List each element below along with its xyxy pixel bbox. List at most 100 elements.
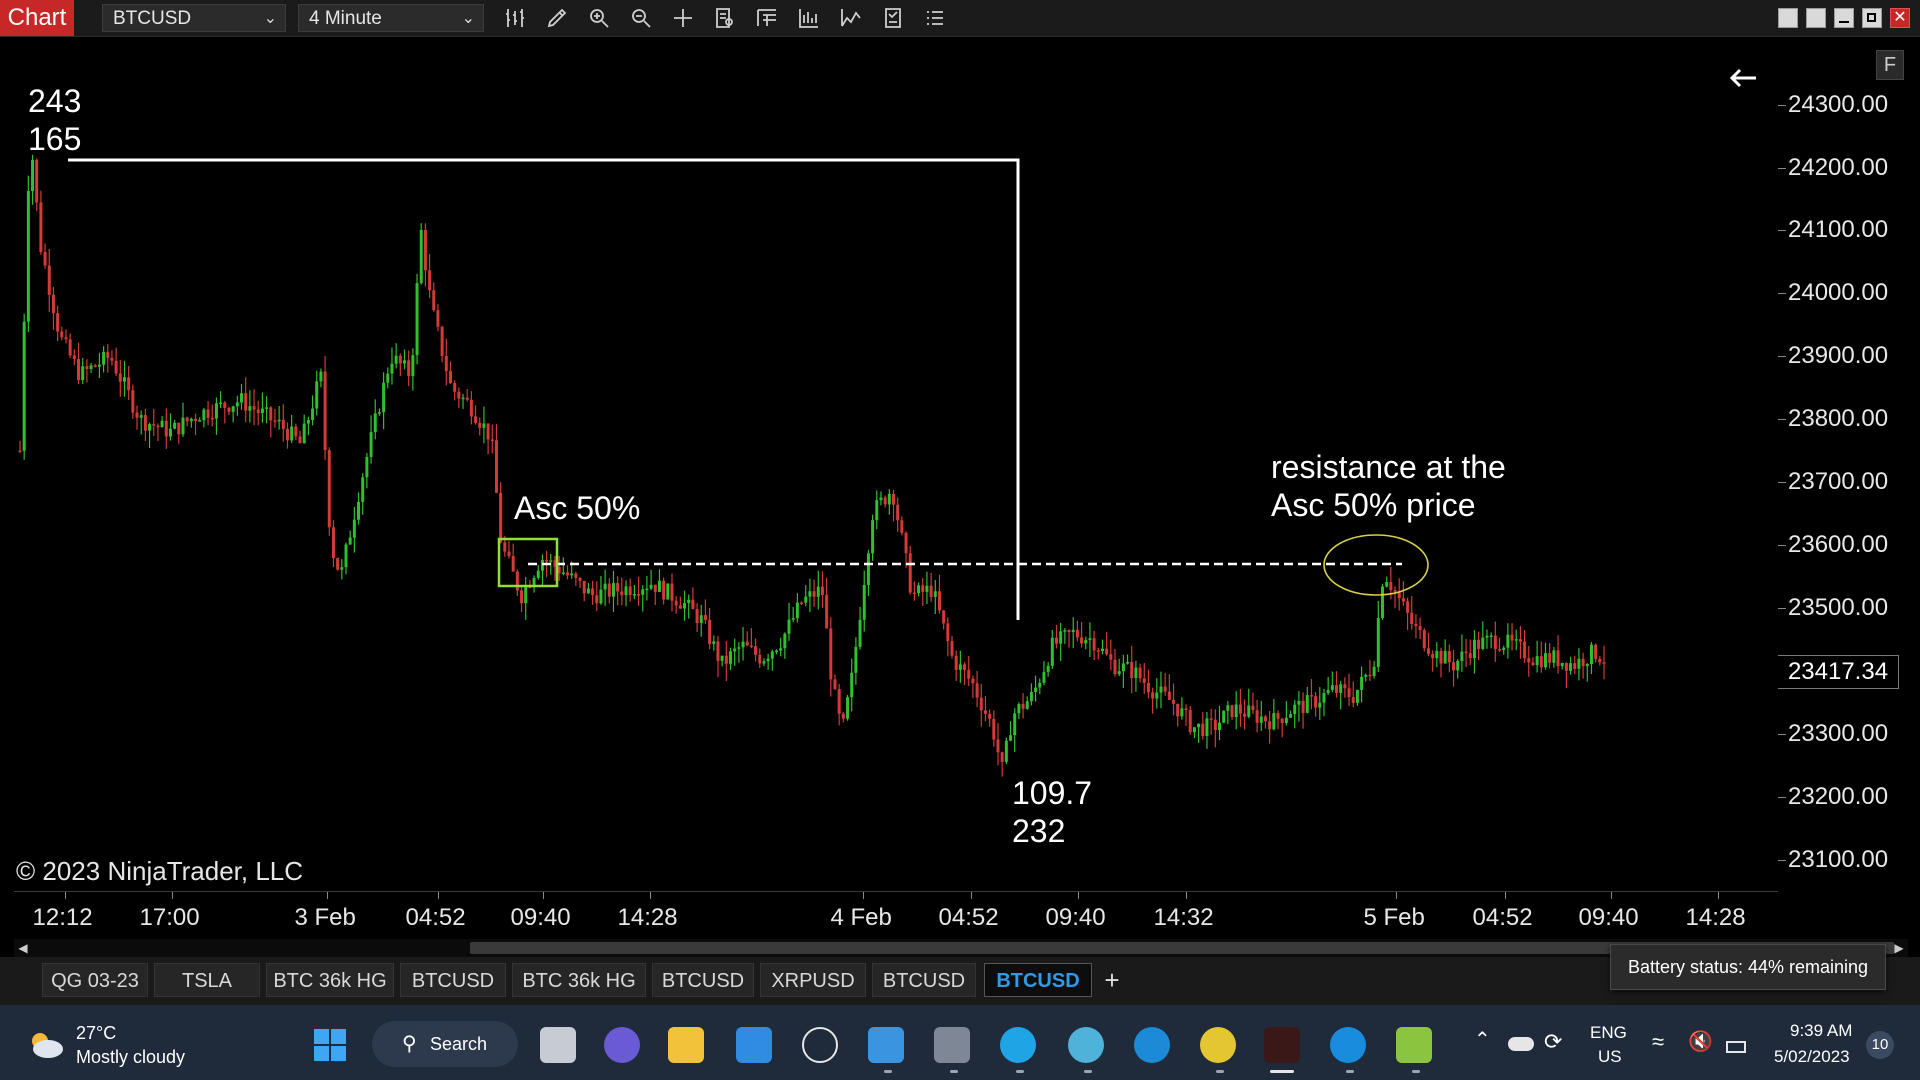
chevron-up-icon[interactable]: ⌃ — [1474, 1029, 1491, 1051]
candle-body — [177, 422, 181, 435]
language-code[interactable]: ENG — [1590, 1023, 1627, 1042]
scroll-right-icon[interactable]: ▶ — [1894, 941, 1904, 955]
weather-app-icon[interactable] — [1330, 1027, 1366, 1063]
close-button[interactable]: ✕ — [1890, 8, 1910, 28]
candle-body — [946, 623, 950, 642]
green-app-icon[interactable] — [1396, 1027, 1432, 1063]
bar-type-icon[interactable] — [503, 6, 527, 30]
candle-body — [386, 373, 390, 383]
f-badge[interactable]: F — [1876, 50, 1904, 80]
back-arrow-icon[interactable] — [1726, 60, 1762, 96]
sync-icon[interactable]: ⟳ — [1544, 1029, 1563, 1054]
clock-date[interactable]: 5/02/2023 — [1774, 1047, 1850, 1066]
chart-tab-active[interactable]: BTCUSD — [984, 963, 1092, 997]
microsoft-store-icon[interactable] — [736, 1027, 772, 1063]
price-tick-label: 24200.00 — [1788, 153, 1889, 181]
high-range-line-1: 243 — [28, 83, 82, 119]
price-tick — [1778, 230, 1786, 232]
battery-tooltip: Battery status: 44% remaining — [1610, 944, 1886, 990]
chart-tab-item[interactable]: BTC 36k HG — [266, 963, 394, 997]
clock-time[interactable]: 9:39 AM — [1790, 1021, 1853, 1040]
candle-body — [440, 326, 444, 356]
candle-body — [511, 556, 515, 572]
candle-body — [611, 583, 615, 597]
weather-cloud-icon[interactable] — [26, 1029, 66, 1059]
running-indicator — [950, 1070, 958, 1073]
candle-body — [419, 229, 423, 284]
properties-icon[interactable] — [881, 6, 905, 30]
edge-icon[interactable] — [1134, 1027, 1170, 1063]
time-tick-label: 14:32 — [1153, 904, 1214, 931]
scroll-left-icon[interactable]: ◀ — [18, 941, 28, 955]
mail-icon[interactable] — [868, 1027, 904, 1063]
chart-tab-item[interactable]: TSLA — [154, 963, 260, 997]
list-icon[interactable] — [923, 6, 947, 30]
chart-tab-item[interactable]: QG 03-23 — [42, 963, 148, 997]
instrument-selector[interactable]: BTCUSD ⌄ — [102, 4, 286, 32]
candle-body — [499, 492, 503, 543]
ninjatrader-icon[interactable] — [1264, 1027, 1300, 1063]
chevron-down-icon: ⌄ — [263, 10, 277, 27]
running-indicator — [1016, 1070, 1024, 1073]
candle-body — [43, 252, 47, 266]
candle-body — [942, 610, 946, 624]
wifi-icon[interactable]: ≈ — [1652, 1029, 1665, 1054]
minimize-button[interactable] — [1834, 8, 1854, 28]
candle-body — [31, 159, 35, 192]
dell-icon[interactable] — [802, 1027, 838, 1063]
strategies-icon[interactable] — [839, 6, 863, 30]
candle-body — [1096, 650, 1100, 652]
horizontal-scrollbar[interactable]: ◀ ▶ — [14, 939, 1908, 957]
chart-trader-icon[interactable] — [755, 6, 779, 30]
drawing-tools-icon[interactable] — [545, 6, 569, 30]
task-view-icon[interactable] — [540, 1027, 576, 1063]
onedrive-icon[interactable] — [1508, 1037, 1534, 1051]
chart-tab-item[interactable]: BTCUSD — [652, 963, 754, 997]
windows-start-icon[interactable] — [312, 1027, 348, 1063]
candle-body — [971, 678, 975, 684]
speaker-muted-icon[interactable]: 🔇 — [1688, 1031, 1713, 1053]
region-code[interactable]: US — [1598, 1047, 1622, 1066]
restore-grey-button-2[interactable] — [1806, 8, 1826, 28]
price-chart[interactable] — [14, 48, 1778, 891]
candle-body — [102, 351, 106, 365]
planet-app-icon[interactable] — [1200, 1027, 1236, 1063]
weather-temp[interactable]: 27°C — [76, 1023, 117, 1043]
candle-body — [448, 371, 452, 384]
candle-body — [122, 377, 126, 382]
skype-icon[interactable] — [1000, 1027, 1036, 1063]
paint-icon[interactable] — [1068, 1027, 1104, 1063]
chart-tab-item[interactable]: XRPUSD — [760, 963, 866, 997]
notification-badge[interactable]: 10 — [1866, 1031, 1894, 1059]
candle-body — [1439, 650, 1443, 664]
scroll-thumb[interactable] — [470, 942, 1894, 954]
chart-tab-item[interactable]: BTCUSD — [400, 963, 506, 997]
chart-tab-item[interactable]: BTCUSD — [872, 963, 976, 997]
price-axis[interactable]: 24300.00 24200.00 24100.00 24000.00 23900.00… — [1778, 48, 1920, 891]
zoom-in-icon[interactable] — [587, 6, 611, 30]
battery-icon[interactable] — [1726, 1041, 1746, 1053]
interval-selector[interactable]: 4 Minute ⌄ — [298, 4, 484, 32]
candle-body — [1243, 713, 1247, 717]
chart-tab-item[interactable]: BTC 36k HG — [512, 963, 646, 997]
indicators-icon[interactable] — [797, 6, 821, 30]
candle-body — [423, 229, 427, 271]
maximize-button[interactable] — [1862, 8, 1882, 28]
restore-grey-button[interactable] — [1778, 8, 1798, 28]
calculator-icon[interactable] — [934, 1027, 970, 1063]
candle-body — [1330, 685, 1334, 690]
weather-desc[interactable]: Mostly cloudy — [76, 1047, 186, 1067]
candle-body — [637, 594, 641, 596]
teams-chat-icon[interactable] — [604, 1027, 640, 1063]
zoom-out-icon[interactable] — [629, 6, 653, 30]
taskbar-search[interactable]: ⚲ Search — [372, 1021, 518, 1067]
add-tab-button[interactable]: + — [1104, 965, 1120, 995]
file-explorer-icon[interactable] — [668, 1027, 704, 1063]
time-axis[interactable]: 12:12 17:00 3 Feb 04:52 09:40 14:28 4 Feb 04:52… — [14, 891, 1778, 940]
resistance-note-line-1: resistance at the — [1271, 449, 1506, 485]
candle-body — [561, 572, 565, 575]
chart-panel[interactable] — [14, 48, 1778, 891]
time-tick-label: 12:12 — [32, 904, 93, 931]
crosshair-icon[interactable] — [671, 6, 695, 30]
data-box-icon[interactable] — [713, 6, 737, 30]
